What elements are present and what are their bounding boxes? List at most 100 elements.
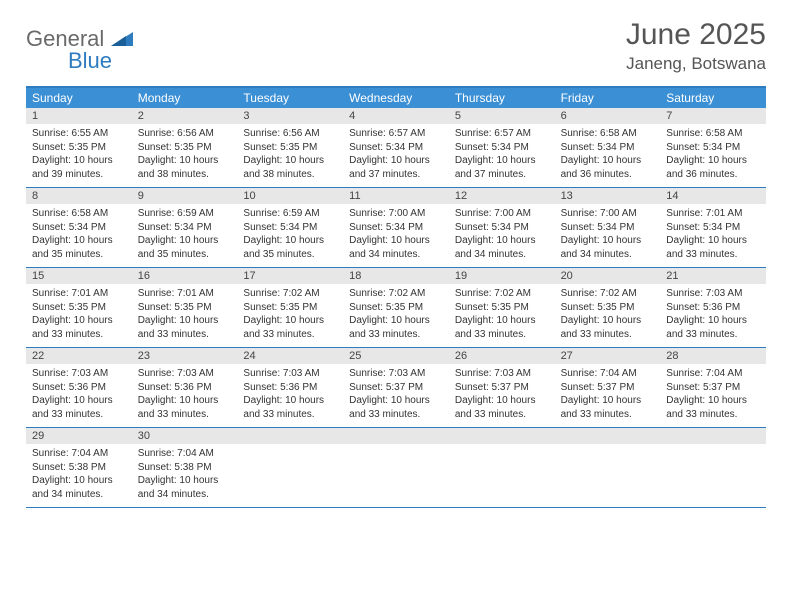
sunset-text: Sunset: 5:34 PM (349, 221, 443, 235)
sunset-text: Sunset: 5:34 PM (32, 221, 126, 235)
sunrise-text: Sunrise: 6:57 AM (455, 127, 549, 141)
day-body: Sunrise: 7:01 AMSunset: 5:34 PMDaylight:… (660, 204, 766, 267)
daylight-text: Daylight: 10 hours and 33 minutes. (455, 314, 549, 341)
daylight-text: Daylight: 10 hours and 33 minutes. (666, 234, 760, 261)
day-number (343, 428, 449, 444)
day-cell: 26Sunrise: 7:03 AMSunset: 5:37 PMDayligh… (449, 348, 555, 427)
day-cell: 11Sunrise: 7:00 AMSunset: 5:34 PMDayligh… (343, 188, 449, 267)
day-number: 3 (237, 108, 343, 124)
day-number: 8 (26, 188, 132, 204)
week-row: 29Sunrise: 7:04 AMSunset: 5:38 PMDayligh… (26, 428, 766, 508)
day-cell: 1Sunrise: 6:55 AMSunset: 5:35 PMDaylight… (26, 108, 132, 187)
day-body: Sunrise: 7:00 AMSunset: 5:34 PMDaylight:… (555, 204, 661, 267)
sunrise-text: Sunrise: 7:04 AM (666, 367, 760, 381)
dow-sunday: Sunday (26, 88, 132, 108)
sunrise-text: Sunrise: 7:04 AM (32, 447, 126, 461)
sunset-text: Sunset: 5:34 PM (138, 221, 232, 235)
day-body: Sunrise: 7:00 AMSunset: 5:34 PMDaylight:… (343, 204, 449, 267)
day-body: Sunrise: 7:02 AMSunset: 5:35 PMDaylight:… (449, 284, 555, 347)
daylight-text: Daylight: 10 hours and 33 minutes. (32, 314, 126, 341)
day-cell: 20Sunrise: 7:02 AMSunset: 5:35 PMDayligh… (555, 268, 661, 347)
sunrise-text: Sunrise: 7:02 AM (561, 287, 655, 301)
day-number: 15 (26, 268, 132, 284)
daylight-text: Daylight: 10 hours and 35 minutes. (138, 234, 232, 261)
sunrise-text: Sunrise: 7:03 AM (455, 367, 549, 381)
dow-thursday: Thursday (449, 88, 555, 108)
day-body: Sunrise: 7:04 AMSunset: 5:37 PMDaylight:… (555, 364, 661, 427)
location: Janeng, Botswana (626, 54, 766, 74)
sunset-text: Sunset: 5:37 PM (349, 381, 443, 395)
day-body (555, 444, 661, 502)
sunrise-text: Sunrise: 7:02 AM (455, 287, 549, 301)
sunset-text: Sunset: 5:34 PM (243, 221, 337, 235)
day-number: 18 (343, 268, 449, 284)
day-cell: 22Sunrise: 7:03 AMSunset: 5:36 PMDayligh… (26, 348, 132, 427)
day-body: Sunrise: 6:58 AMSunset: 5:34 PMDaylight:… (555, 124, 661, 187)
day-number: 4 (343, 108, 449, 124)
sunrise-text: Sunrise: 7:01 AM (666, 207, 760, 221)
sunset-text: Sunset: 5:35 PM (455, 301, 549, 315)
daylight-text: Daylight: 10 hours and 33 minutes. (138, 314, 232, 341)
sunrise-text: Sunrise: 7:00 AM (561, 207, 655, 221)
sunrise-text: Sunrise: 7:00 AM (349, 207, 443, 221)
sunset-text: Sunset: 5:38 PM (138, 461, 232, 475)
daylight-text: Daylight: 10 hours and 33 minutes. (32, 394, 126, 421)
sunrise-text: Sunrise: 7:00 AM (455, 207, 549, 221)
day-number: 5 (449, 108, 555, 124)
day-number: 16 (132, 268, 238, 284)
sunset-text: Sunset: 5:34 PM (561, 221, 655, 235)
calendar-page: General Blue June 2025 Janeng, Botswana … (0, 0, 792, 526)
daylight-text: Daylight: 10 hours and 35 minutes. (243, 234, 337, 261)
day-number: 13 (555, 188, 661, 204)
day-cell: 17Sunrise: 7:02 AMSunset: 5:35 PMDayligh… (237, 268, 343, 347)
day-cell (449, 428, 555, 507)
day-cell: 21Sunrise: 7:03 AMSunset: 5:36 PMDayligh… (660, 268, 766, 347)
day-cell: 2Sunrise: 6:56 AMSunset: 5:35 PMDaylight… (132, 108, 238, 187)
sunset-text: Sunset: 5:35 PM (243, 141, 337, 155)
day-body: Sunrise: 7:01 AMSunset: 5:35 PMDaylight:… (26, 284, 132, 347)
sunrise-text: Sunrise: 7:02 AM (243, 287, 337, 301)
sunrise-text: Sunrise: 7:04 AM (138, 447, 232, 461)
day-number: 30 (132, 428, 238, 444)
sunset-text: Sunset: 5:36 PM (138, 381, 232, 395)
day-cell: 23Sunrise: 7:03 AMSunset: 5:36 PMDayligh… (132, 348, 238, 427)
day-number (660, 428, 766, 444)
day-cell: 4Sunrise: 6:57 AMSunset: 5:34 PMDaylight… (343, 108, 449, 187)
sunrise-text: Sunrise: 7:04 AM (561, 367, 655, 381)
day-number: 19 (449, 268, 555, 284)
day-number (237, 428, 343, 444)
day-cell: 8Sunrise: 6:58 AMSunset: 5:34 PMDaylight… (26, 188, 132, 267)
week-row: 1Sunrise: 6:55 AMSunset: 5:35 PMDaylight… (26, 108, 766, 188)
day-cell: 3Sunrise: 6:56 AMSunset: 5:35 PMDaylight… (237, 108, 343, 187)
daylight-text: Daylight: 10 hours and 37 minutes. (455, 154, 549, 181)
daylight-text: Daylight: 10 hours and 34 minutes. (138, 474, 232, 501)
day-number: 9 (132, 188, 238, 204)
day-body: Sunrise: 7:02 AMSunset: 5:35 PMDaylight:… (343, 284, 449, 347)
day-cell: 27Sunrise: 7:04 AMSunset: 5:37 PMDayligh… (555, 348, 661, 427)
day-cell: 19Sunrise: 7:02 AMSunset: 5:35 PMDayligh… (449, 268, 555, 347)
daylight-text: Daylight: 10 hours and 34 minutes. (349, 234, 443, 261)
day-number: 26 (449, 348, 555, 364)
logo-triangle-icon (111, 33, 133, 50)
day-cell: 25Sunrise: 7:03 AMSunset: 5:37 PMDayligh… (343, 348, 449, 427)
day-cell: 5Sunrise: 6:57 AMSunset: 5:34 PMDaylight… (449, 108, 555, 187)
sunrise-text: Sunrise: 6:59 AM (138, 207, 232, 221)
day-number: 14 (660, 188, 766, 204)
dow-saturday: Saturday (660, 88, 766, 108)
day-cell: 6Sunrise: 6:58 AMSunset: 5:34 PMDaylight… (555, 108, 661, 187)
day-number: 25 (343, 348, 449, 364)
daylight-text: Daylight: 10 hours and 33 minutes. (561, 314, 655, 341)
sunrise-text: Sunrise: 6:58 AM (32, 207, 126, 221)
sunrise-text: Sunrise: 6:58 AM (666, 127, 760, 141)
sunrise-text: Sunrise: 7:03 AM (32, 367, 126, 381)
sunrise-text: Sunrise: 7:02 AM (349, 287, 443, 301)
sunset-text: Sunset: 5:35 PM (138, 141, 232, 155)
day-body: Sunrise: 7:03 AMSunset: 5:36 PMDaylight:… (237, 364, 343, 427)
day-body: Sunrise: 6:59 AMSunset: 5:34 PMDaylight:… (237, 204, 343, 267)
day-cell: 24Sunrise: 7:03 AMSunset: 5:36 PMDayligh… (237, 348, 343, 427)
sunset-text: Sunset: 5:37 PM (666, 381, 760, 395)
sunrise-text: Sunrise: 6:59 AM (243, 207, 337, 221)
sunset-text: Sunset: 5:37 PM (455, 381, 549, 395)
sunset-text: Sunset: 5:35 PM (243, 301, 337, 315)
daylight-text: Daylight: 10 hours and 36 minutes. (666, 154, 760, 181)
